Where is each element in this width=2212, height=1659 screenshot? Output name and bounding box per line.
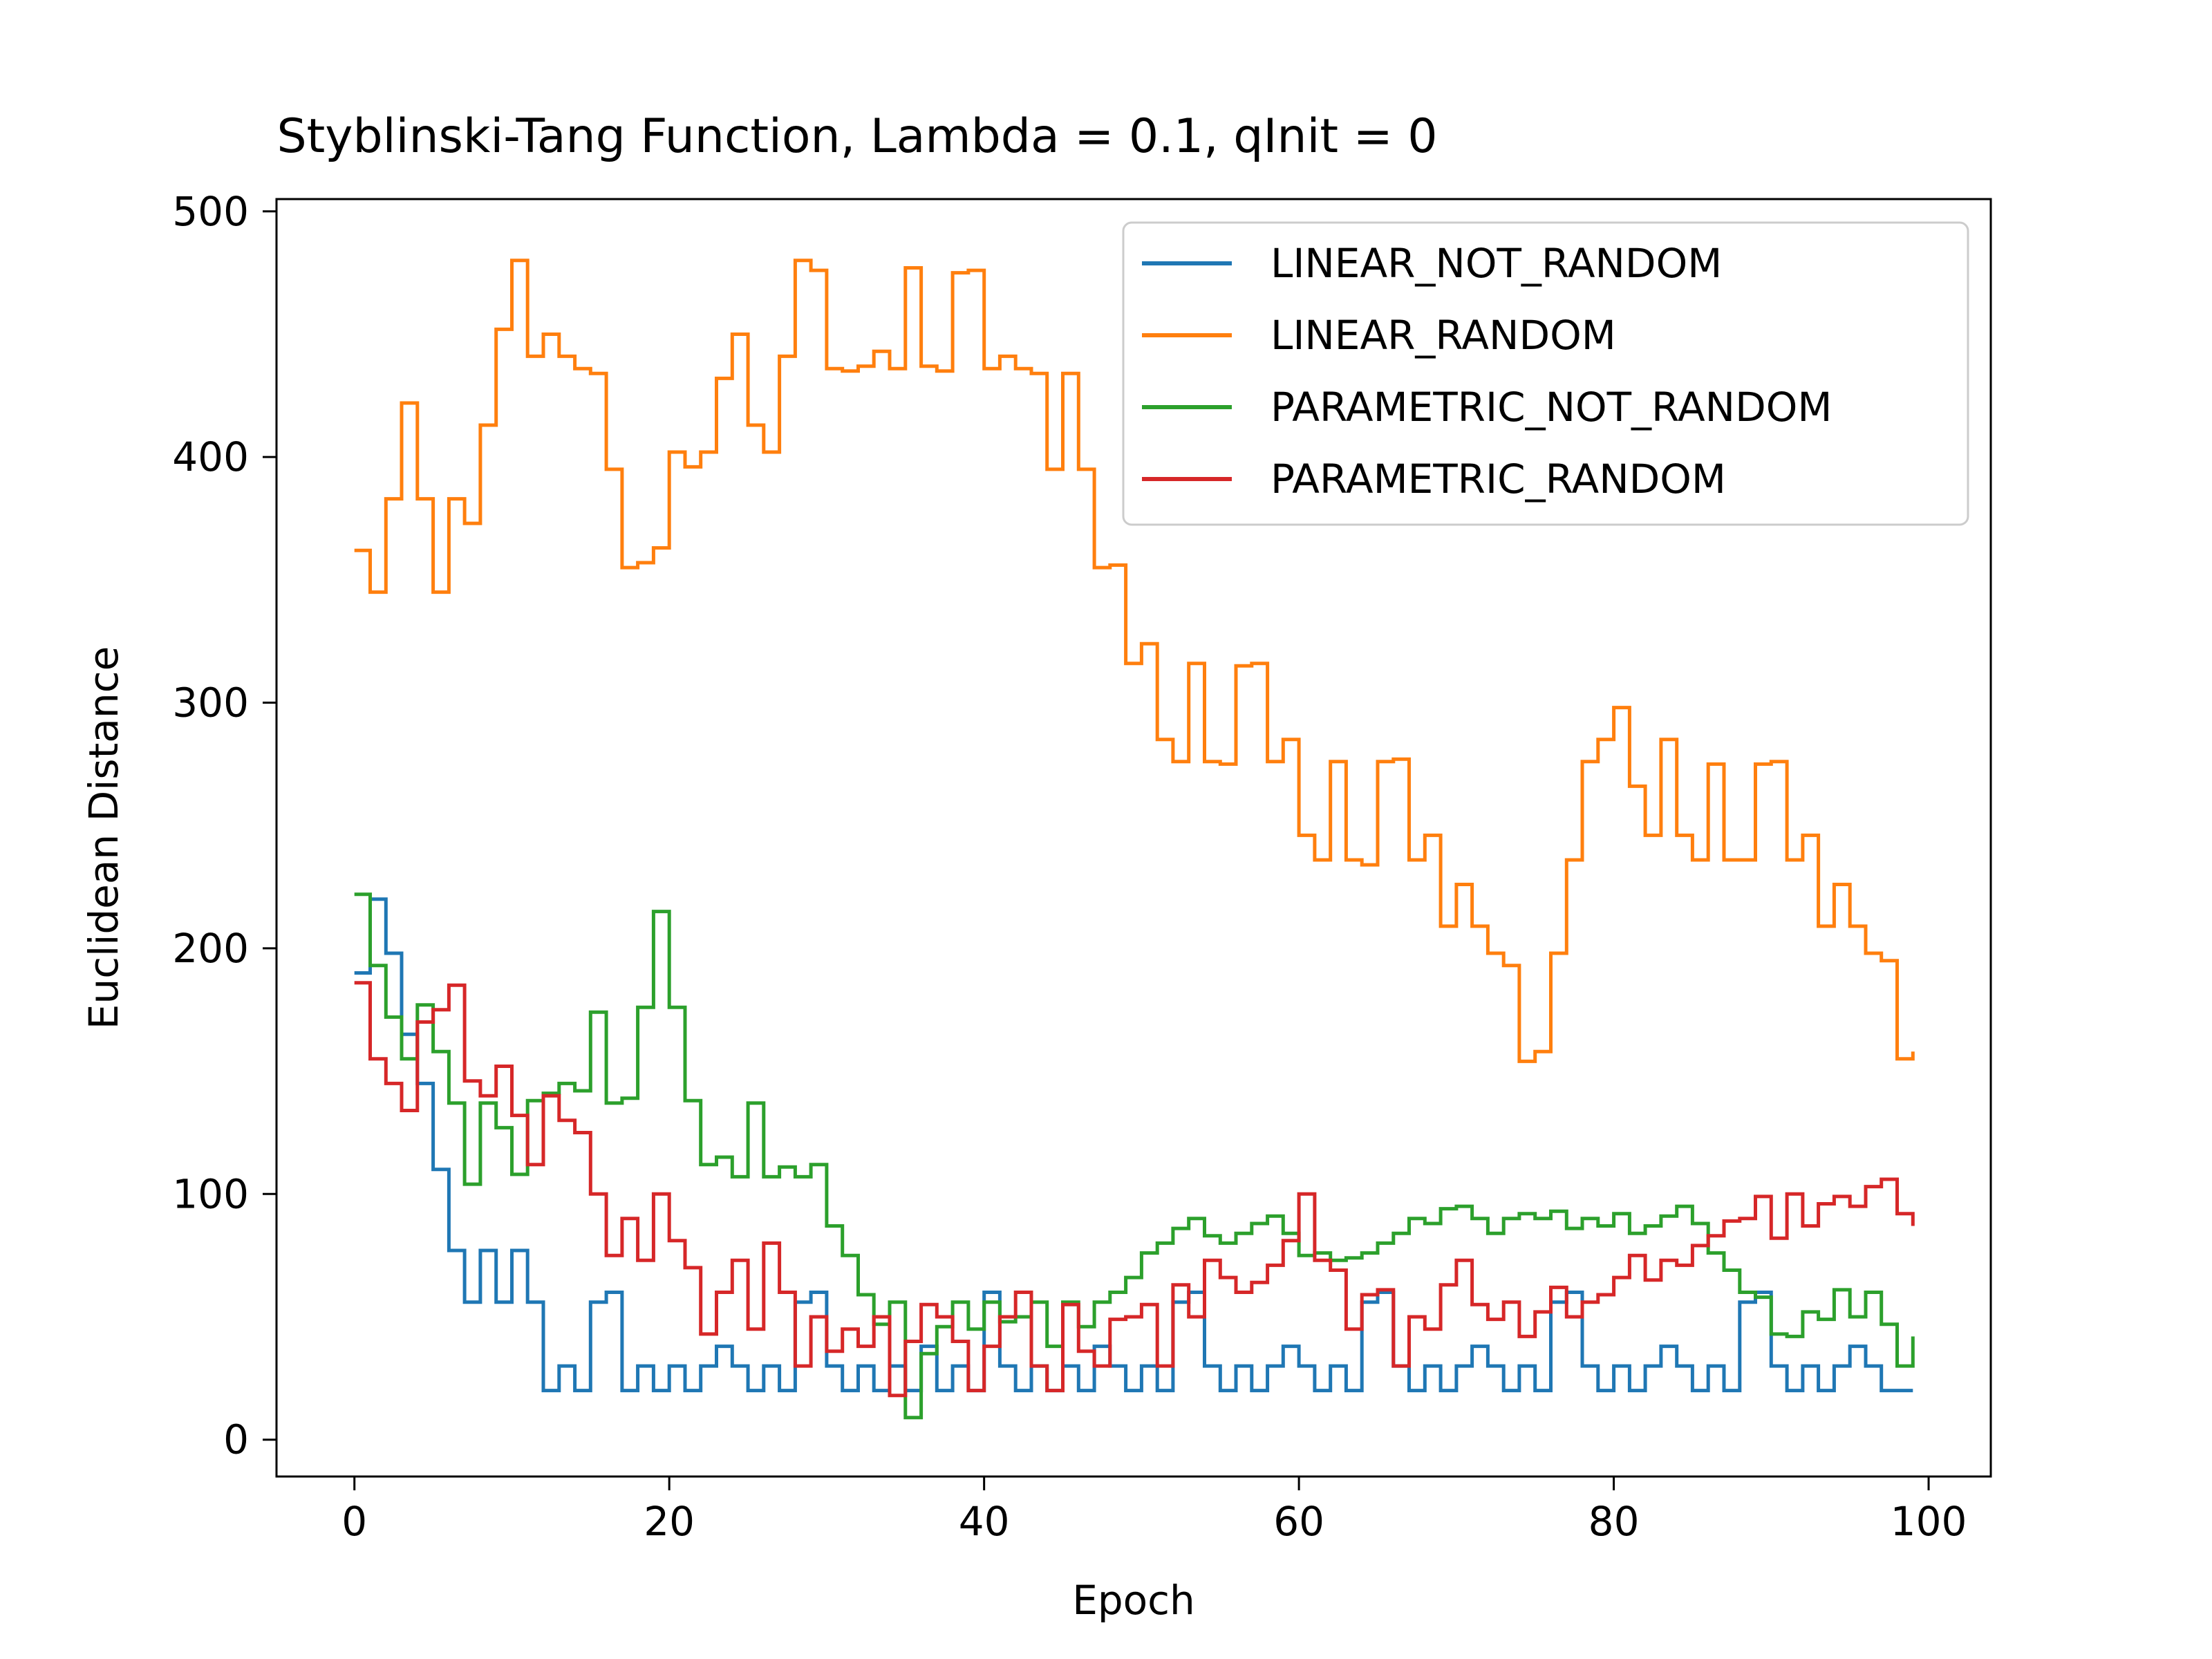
y-tick-label: 500: [172, 188, 249, 235]
y-axis-ticks: 0 100 200 300 400 500: [172, 188, 276, 1463]
x-axis-ticks: 0 20 40 60 80 100: [341, 1477, 1967, 1545]
x-tick-label: 0: [341, 1498, 367, 1545]
legend-label-linear-random: LINEAR_RANDOM: [1271, 312, 1616, 359]
x-tick-label: 80: [1588, 1498, 1640, 1545]
y-tick-label: 200: [172, 925, 249, 972]
legend-label-parametric-random: PARAMETRIC_RANDOM: [1271, 456, 1726, 503]
legend-label-parametric-not-random: PARAMETRIC_NOT_RANDOM: [1271, 384, 1832, 431]
y-tick-label: 400: [172, 433, 249, 480]
x-tick-label: 60: [1273, 1498, 1324, 1545]
x-tick-label: 20: [644, 1498, 695, 1545]
y-tick-label: 300: [172, 679, 249, 727]
x-tick-label: 40: [959, 1498, 1010, 1545]
plot-frame: [275, 198, 1992, 1478]
legend-box: [1122, 221, 1969, 526]
chart-title: Styblinski-Tang Function, Lambda = 0.1, …: [276, 109, 1437, 164]
y-tick-label: 0: [223, 1416, 249, 1463]
x-axis-label: Epoch: [1072, 1577, 1195, 1624]
series-line-linear-random: [354, 259, 1915, 1063]
series-line-parametric-random: [354, 981, 1915, 1398]
legend: LINEAR_NOT_RANDOM LINEAR_RANDOM PARAMETR…: [1122, 221, 1969, 526]
series-layer: [354, 259, 1915, 1420]
legend-label-linear-not-random: LINEAR_NOT_RANDOM: [1271, 240, 1722, 287]
series-line-parametric-not-random: [354, 892, 1915, 1420]
x-tick-label: 100: [1891, 1498, 1967, 1545]
y-axis-label: Euclidean Distance: [80, 646, 127, 1029]
y-tick-label: 100: [172, 1170, 249, 1217]
series-line-linear-not-random: [354, 897, 1913, 1393]
